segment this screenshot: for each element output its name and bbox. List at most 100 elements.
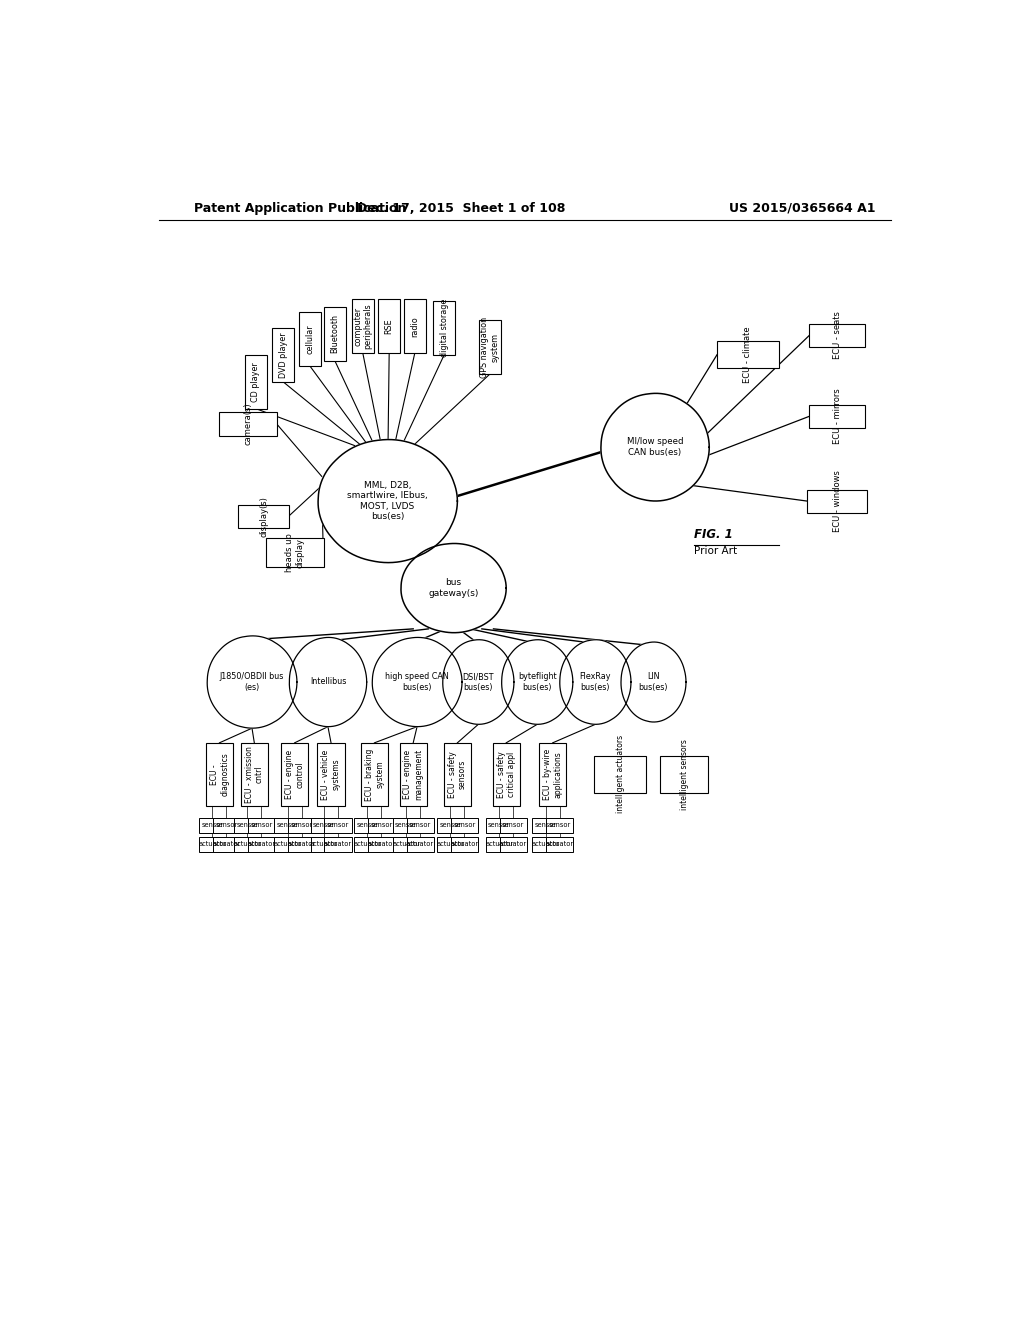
FancyBboxPatch shape	[241, 743, 268, 807]
Text: actuator: actuator	[247, 841, 275, 847]
Text: intelligent actuators: intelligent actuators	[615, 735, 625, 813]
Text: sensor: sensor	[356, 822, 379, 828]
Text: ECU - mirrors: ECU - mirrors	[833, 388, 842, 445]
Text: high speed CAN
bus(es): high speed CAN bus(es)	[385, 672, 449, 692]
Text: sensor: sensor	[202, 822, 223, 828]
Text: ECU - safety
critical appl: ECU - safety critical appl	[497, 751, 516, 797]
Text: actuator: actuator	[451, 841, 478, 847]
Text: actuator: actuator	[288, 841, 315, 847]
FancyBboxPatch shape	[199, 817, 226, 833]
Text: digital storage: digital storage	[439, 298, 449, 356]
FancyBboxPatch shape	[233, 837, 261, 853]
FancyBboxPatch shape	[540, 743, 566, 807]
FancyBboxPatch shape	[325, 837, 351, 853]
FancyBboxPatch shape	[407, 817, 434, 833]
Text: LIN
bus(es): LIN bus(es)	[639, 672, 669, 692]
Text: actuator: actuator	[233, 841, 261, 847]
FancyBboxPatch shape	[239, 506, 289, 528]
Polygon shape	[560, 640, 631, 725]
Polygon shape	[318, 440, 458, 562]
Text: actuator: actuator	[212, 841, 241, 847]
Text: actuator: actuator	[485, 841, 513, 847]
FancyBboxPatch shape	[660, 756, 709, 793]
Polygon shape	[290, 638, 367, 726]
FancyBboxPatch shape	[485, 837, 513, 853]
Text: ECU - engine
management: ECU - engine management	[403, 748, 423, 800]
FancyBboxPatch shape	[281, 743, 308, 807]
FancyBboxPatch shape	[493, 743, 520, 807]
Text: MML, D2B,
smartlwire, IEbus,
MOST, LVDS
bus(es): MML, D2B, smartlwire, IEbus, MOST, LVDS …	[347, 480, 428, 521]
Text: actuator: actuator	[392, 841, 420, 847]
Text: sensor: sensor	[371, 822, 392, 828]
Text: sensor: sensor	[439, 822, 462, 828]
Text: Patent Application Publication: Patent Application Publication	[194, 202, 407, 215]
Polygon shape	[207, 636, 297, 729]
FancyBboxPatch shape	[717, 342, 779, 368]
FancyBboxPatch shape	[809, 405, 865, 428]
Polygon shape	[621, 642, 686, 722]
Text: actuator: actuator	[368, 841, 395, 847]
Text: ECU - xmission
cntrl: ECU - xmission cntrl	[245, 746, 264, 803]
Text: Prior Art: Prior Art	[693, 546, 737, 556]
FancyBboxPatch shape	[807, 490, 867, 512]
FancyBboxPatch shape	[199, 837, 226, 853]
Text: GPS navigation
system: GPS navigation system	[480, 317, 500, 378]
Text: sensor: sensor	[502, 822, 524, 828]
FancyBboxPatch shape	[233, 817, 261, 833]
Text: radio: radio	[411, 315, 419, 337]
Text: FIG. 1: FIG. 1	[693, 528, 732, 541]
Text: intelligent sensors: intelligent sensors	[680, 739, 689, 810]
FancyBboxPatch shape	[299, 313, 321, 367]
Text: sensor: sensor	[454, 822, 475, 828]
Text: camera(s): camera(s)	[244, 403, 253, 445]
FancyBboxPatch shape	[360, 743, 388, 807]
Text: ECU - safety
sensors: ECU - safety sensors	[447, 751, 467, 797]
FancyBboxPatch shape	[451, 817, 478, 833]
Text: ECU - vehicle
systems: ECU - vehicle systems	[322, 750, 341, 800]
Text: ECU - braking
system: ECU - braking system	[365, 748, 384, 801]
FancyBboxPatch shape	[288, 817, 315, 833]
Text: ECU - engine
control: ECU - engine control	[285, 750, 304, 799]
Text: ECU - by-wire
applications: ECU - by-wire applications	[543, 748, 562, 800]
FancyBboxPatch shape	[809, 323, 865, 347]
FancyBboxPatch shape	[378, 300, 400, 354]
Polygon shape	[601, 393, 710, 502]
FancyBboxPatch shape	[392, 817, 420, 833]
Text: DSI/BST
bus(es): DSI/BST bus(es)	[463, 672, 494, 692]
FancyBboxPatch shape	[248, 837, 274, 853]
FancyBboxPatch shape	[407, 837, 434, 853]
FancyBboxPatch shape	[500, 817, 526, 833]
Text: sensor: sensor	[250, 822, 272, 828]
Text: DVD player: DVD player	[279, 331, 288, 378]
FancyBboxPatch shape	[219, 412, 278, 437]
Text: sensor: sensor	[215, 822, 238, 828]
FancyBboxPatch shape	[594, 756, 646, 793]
FancyBboxPatch shape	[310, 817, 338, 833]
FancyBboxPatch shape	[546, 837, 573, 853]
Text: actuator: actuator	[531, 841, 560, 847]
Polygon shape	[401, 544, 506, 632]
FancyBboxPatch shape	[310, 837, 338, 853]
Text: heads up
display: heads up display	[285, 533, 304, 572]
FancyBboxPatch shape	[288, 837, 315, 853]
Text: ECU - seats: ECU - seats	[833, 312, 842, 359]
Text: actuator: actuator	[546, 841, 573, 847]
FancyBboxPatch shape	[317, 743, 345, 807]
Text: sensor: sensor	[488, 822, 510, 828]
Text: ECU -
diagnostics: ECU - diagnostics	[210, 752, 229, 796]
FancyBboxPatch shape	[213, 837, 240, 853]
FancyBboxPatch shape	[437, 837, 464, 853]
Text: sensor: sensor	[276, 822, 299, 828]
FancyBboxPatch shape	[392, 837, 420, 853]
Text: computer
peripherals: computer peripherals	[353, 304, 373, 348]
Text: ECU - climate: ECU - climate	[743, 326, 753, 383]
FancyBboxPatch shape	[532, 817, 559, 833]
Text: sensor: sensor	[409, 822, 431, 828]
FancyBboxPatch shape	[451, 837, 478, 853]
Text: RSE: RSE	[385, 318, 393, 334]
Text: cellular: cellular	[305, 325, 314, 354]
FancyBboxPatch shape	[399, 743, 427, 807]
FancyBboxPatch shape	[433, 301, 455, 355]
Text: J1850/OBDII bus
(es): J1850/OBDII bus (es)	[220, 672, 285, 692]
Polygon shape	[373, 638, 462, 726]
